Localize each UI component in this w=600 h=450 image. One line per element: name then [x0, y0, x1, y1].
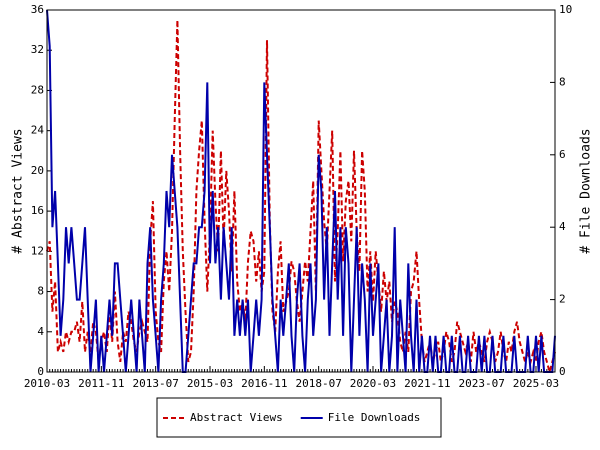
- y-tick-label: 16: [31, 204, 44, 217]
- y2-tick-label: 6: [559, 148, 566, 161]
- y-tick-label: 0: [37, 365, 44, 378]
- y-tick-label: 8: [37, 285, 44, 298]
- x-tick-label: 2023-07: [458, 377, 504, 390]
- y-tick-label: 4: [37, 325, 44, 338]
- y-tick-label: 24: [31, 124, 45, 137]
- x-tick-label: 2015-03: [187, 377, 233, 390]
- x-tick-label: 2016-11: [241, 377, 287, 390]
- y-tick-label: 32: [31, 43, 44, 56]
- legend-box: [156, 397, 442, 438]
- y2-tick-label: 0: [559, 365, 566, 378]
- y-tick-label: 28: [31, 83, 44, 96]
- y2-axis-title: # File Downloads: [579, 128, 594, 253]
- y-tick-label: 12: [31, 244, 44, 257]
- x-tick-label: 2011-11: [78, 377, 124, 390]
- y2-tick-label: 10: [559, 3, 572, 16]
- y-axis-title: # Abstract Views: [11, 128, 26, 253]
- y-tick-label: 36: [31, 3, 44, 16]
- x-tick-label: 2018-07: [295, 377, 341, 390]
- y-tick-label: 20: [31, 164, 44, 177]
- y2-tick-label: 2: [559, 293, 566, 306]
- x-tick-label: 2021-11: [404, 377, 450, 390]
- x-tick-label: 2013-07: [132, 377, 178, 390]
- legend-label: File Downloads: [328, 411, 421, 424]
- x-tick-label: 2010-03: [24, 377, 70, 390]
- y2-tick-label: 8: [559, 75, 566, 88]
- x-tick-label: 2020-03: [350, 377, 396, 390]
- series-line: [46, 9, 556, 373]
- plot-frame: [46, 9, 556, 373]
- y2-tick-label: 4: [559, 220, 566, 233]
- legend-label: Abstract Views: [190, 411, 283, 424]
- x-tick-label: 2025-03: [513, 377, 559, 390]
